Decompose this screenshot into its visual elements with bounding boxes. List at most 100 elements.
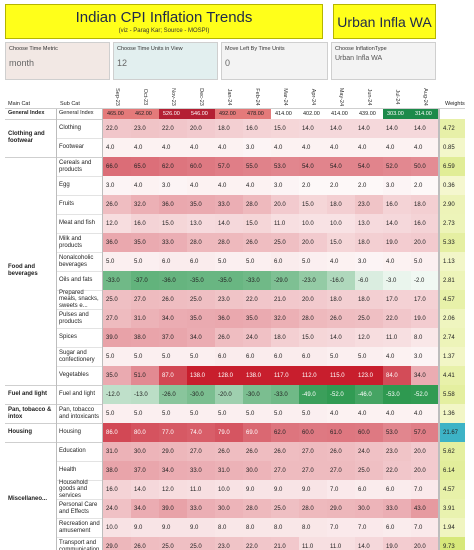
heatmap-cell[interactable]: 69.0 <box>243 423 271 442</box>
heatmap-cell[interactable]: 34.0 <box>159 309 187 328</box>
heatmap-cell[interactable]: 414.00 <box>327 108 355 119</box>
heatmap-cell[interactable]: 25.0 <box>271 233 299 252</box>
heatmap-cell[interactable]: 29.0 <box>159 442 187 461</box>
heatmap-cell[interactable]: 39.0 <box>103 328 131 347</box>
heatmap-cell[interactable]: 26.0 <box>271 442 299 461</box>
heatmap-cell[interactable]: 28.0 <box>243 499 271 518</box>
heatmap-cell[interactable]: 61.0 <box>327 423 355 442</box>
heatmap-cell[interactable]: 13.0 <box>187 214 215 233</box>
heatmap-cell[interactable]: -20.0 <box>215 385 243 404</box>
heatmap-cell[interactable]: 12.0 <box>103 214 131 233</box>
heatmap-cell[interactable]: 57.0 <box>411 423 439 442</box>
heatmap-cell[interactable]: 15.0 <box>327 233 355 252</box>
heatmap-cell[interactable]: 54.0 <box>327 157 355 176</box>
heatmap-cell[interactable]: 35.0 <box>187 309 215 328</box>
heatmap-cell[interactable]: 7.0 <box>411 480 439 499</box>
heatmap-cell[interactable]: 26.0 <box>103 195 131 214</box>
heatmap-cell[interactable]: 66.0 <box>103 157 131 176</box>
heatmap-cell[interactable]: 20.0 <box>271 195 299 214</box>
heatmap-cell[interactable]: 9.0 <box>299 480 327 499</box>
heatmap-cell[interactable]: 5.0 <box>243 404 271 423</box>
heatmap-cell[interactable]: 24.0 <box>103 499 131 518</box>
heatmap-cell[interactable]: 17.0 <box>411 290 439 309</box>
heatmap-cell[interactable]: 22.0 <box>243 290 271 309</box>
heatmap-cell[interactable]: 19.0 <box>411 309 439 328</box>
time-metric-input[interactable]: month <box>9 58 35 68</box>
heatmap-cell[interactable]: 30.0 <box>131 442 159 461</box>
heatmap-cell[interactable]: 9.0 <box>187 518 215 537</box>
heatmap-cell[interactable]: 34.0 <box>411 366 439 385</box>
heatmap-cell[interactable]: 35.0 <box>131 233 159 252</box>
heatmap-cell[interactable]: 51.0 <box>131 366 159 385</box>
heatmap-cell[interactable]: 23.0 <box>215 290 243 309</box>
heatmap-cell[interactable]: 86.0 <box>103 423 131 442</box>
heatmap-cell[interactable]: 87.0 <box>159 366 187 385</box>
heatmap-cell[interactable]: 11.0 <box>271 214 299 233</box>
heatmap-cell[interactable]: 15.0 <box>271 119 299 138</box>
heatmap-cell[interactable]: 115.0 <box>327 366 355 385</box>
heatmap-cell[interactable]: 22.0 <box>383 309 411 328</box>
shift-left-control[interactable]: Move Left By Time Units 0 <box>221 42 328 80</box>
heatmap-cell[interactable]: 11.0 <box>187 480 215 499</box>
heatmap-cell[interactable]: 34.0 <box>131 499 159 518</box>
inflation-type-control[interactable]: Choose InflationType Urban Infla WA <box>331 42 436 80</box>
heatmap-cell[interactable]: -23.0 <box>299 271 327 290</box>
heatmap-cell[interactable]: 10.0 <box>299 214 327 233</box>
heatmap-cell[interactable]: 4.0 <box>215 176 243 195</box>
inflation-type-select[interactable]: Urban Infla WA <box>335 55 383 62</box>
heatmap-cell[interactable]: 14.0 <box>355 537 383 550</box>
heatmap-cell[interactable]: 21.0 <box>271 290 299 309</box>
heatmap-cell[interactable]: 16.0 <box>383 195 411 214</box>
heatmap-cell[interactable]: 9.0 <box>243 480 271 499</box>
heatmap-cell[interactable]: 24.0 <box>243 328 271 347</box>
heatmap-cell[interactable]: 25.0 <box>103 290 131 309</box>
heatmap-cell[interactable]: 10.0 <box>215 480 243 499</box>
heatmap-cell[interactable]: 62.0 <box>271 423 299 442</box>
heatmap-cell[interactable]: 65.0 <box>131 157 159 176</box>
heatmap-cell[interactable]: 9.0 <box>131 518 159 537</box>
heatmap-cell[interactable]: 4.0 <box>159 138 187 157</box>
heatmap-cell[interactable]: 5.0 <box>103 404 131 423</box>
heatmap-cell[interactable]: 14.0 <box>131 480 159 499</box>
heatmap-cell[interactable]: 6.0 <box>299 347 327 366</box>
heatmap-cell[interactable]: 60.0 <box>355 423 383 442</box>
heatmap-cell[interactable]: 3.0 <box>355 252 383 271</box>
heatmap-cell[interactable]: 14.0 <box>299 119 327 138</box>
heatmap-cell[interactable]: 25.0 <box>355 461 383 480</box>
heatmap-cell[interactable]: 5.0 <box>271 404 299 423</box>
heatmap-cell[interactable]: 16.0 <box>103 480 131 499</box>
heatmap-cell[interactable]: 7.0 <box>327 480 355 499</box>
time-units-control[interactable]: Choose Time Units in View 12 <box>113 42 218 80</box>
heatmap-cell[interactable]: 7.0 <box>355 518 383 537</box>
heatmap-cell[interactable]: 6.0 <box>215 347 243 366</box>
heatmap-cell[interactable]: 38.0 <box>103 461 131 480</box>
heatmap-cell[interactable]: 5.0 <box>355 347 383 366</box>
heatmap-cell[interactable]: 23.0 <box>215 537 243 550</box>
heatmap-cell[interactable]: 26.0 <box>215 328 243 347</box>
heatmap-cell[interactable]: 27.0 <box>299 442 327 461</box>
heatmap-cell[interactable]: 8.0 <box>299 518 327 537</box>
heatmap-cell[interactable]: 80.0 <box>131 423 159 442</box>
heatmap-cell[interactable]: -2.0 <box>411 271 439 290</box>
heatmap-cell[interactable]: 4.0 <box>411 138 439 157</box>
heatmap-cell[interactable]: 4.0 <box>131 138 159 157</box>
heatmap-cell[interactable]: -33.0 <box>271 385 299 404</box>
heatmap-cell[interactable]: 36.0 <box>103 233 131 252</box>
heatmap-cell[interactable]: 20.0 <box>299 233 327 252</box>
heatmap-cell[interactable]: 25.0 <box>187 537 215 550</box>
heatmap-cell[interactable]: -33.0 <box>103 271 131 290</box>
heatmap-cell[interactable]: 4.0 <box>103 138 131 157</box>
heatmap-cell[interactable]: 4.0 <box>187 138 215 157</box>
heatmap-cell[interactable]: 4.0 <box>131 176 159 195</box>
heatmap-cell[interactable]: 402.00 <box>299 108 327 119</box>
heatmap-cell[interactable]: 4.0 <box>187 176 215 195</box>
heatmap-cell[interactable]: 6.0 <box>271 347 299 366</box>
heatmap-cell[interactable]: 465.00 <box>103 108 131 119</box>
heatmap-cell[interactable]: 546.00 <box>187 108 215 119</box>
heatmap-cell[interactable]: 4.0 <box>383 138 411 157</box>
heatmap-cell[interactable]: 4.0 <box>215 138 243 157</box>
heatmap-cell[interactable]: 29.0 <box>327 499 355 518</box>
heatmap-cell[interactable]: 60.0 <box>187 157 215 176</box>
heatmap-cell[interactable]: 8.0 <box>215 518 243 537</box>
heatmap-cell[interactable]: 5.0 <box>327 347 355 366</box>
